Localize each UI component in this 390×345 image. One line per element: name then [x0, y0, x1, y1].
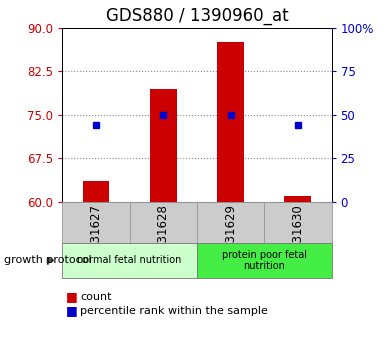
Text: GSM31630: GSM31630	[291, 204, 304, 268]
Text: protein poor fetal
nutrition: protein poor fetal nutrition	[222, 250, 307, 271]
Text: normal fetal nutrition: normal fetal nutrition	[78, 256, 182, 265]
Bar	[217, 42, 244, 202]
Text: GSM31629: GSM31629	[224, 204, 237, 268]
Text: count: count	[80, 292, 112, 302]
Bar	[264, 202, 332, 243]
Bar	[284, 196, 311, 202]
Text: ■: ■	[66, 290, 78, 303]
Text: growth protocol: growth protocol	[4, 256, 92, 265]
Text: GSM31628: GSM31628	[157, 204, 170, 268]
Bar	[62, 202, 129, 243]
Title: GDS880 / 1390960_at: GDS880 / 1390960_at	[106, 7, 288, 25]
Text: ■: ■	[66, 304, 78, 317]
Bar	[129, 202, 197, 243]
Bar	[150, 89, 177, 202]
Text: percentile rank within the sample: percentile rank within the sample	[80, 306, 268, 315]
Bar	[197, 243, 332, 278]
Text: GSM31627: GSM31627	[90, 204, 103, 268]
Bar	[83, 181, 110, 202]
Bar	[62, 243, 197, 278]
Bar	[197, 202, 264, 243]
